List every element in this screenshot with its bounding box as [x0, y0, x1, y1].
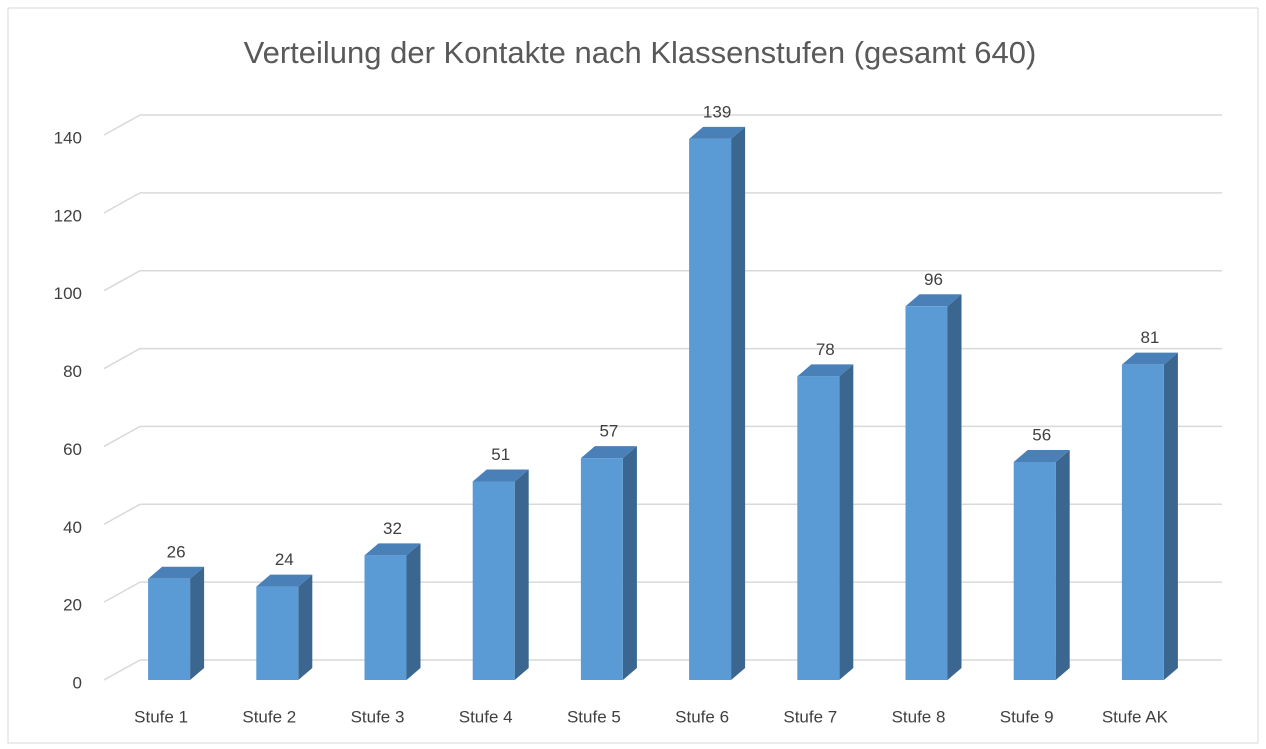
bar-top: [905, 294, 962, 307]
bar-front: [472, 481, 515, 680]
y-tick-label: 80: [63, 362, 82, 381]
chart-title: Verteilung der Kontakte nach Klassenstuf…: [244, 35, 1037, 70]
bar-front: [256, 586, 299, 680]
bar: [256, 574, 313, 680]
bar-front: [364, 555, 407, 680]
bar-side: [1163, 352, 1178, 680]
grid-line: [103, 114, 141, 136]
x-tick-label: Stufe 8: [892, 707, 946, 726]
bar-side: [298, 574, 313, 680]
bar-top: [472, 469, 529, 482]
bar-side: [947, 294, 962, 680]
bar-top: [256, 574, 313, 587]
bar-top: [580, 446, 637, 459]
bar: [472, 469, 529, 680]
y-tick-label: 100: [54, 284, 82, 303]
bar-side: [514, 469, 529, 680]
y-tick-label: 60: [63, 440, 82, 459]
bar: [1013, 450, 1070, 680]
x-tick-label: Stufe 7: [783, 707, 837, 726]
bar: [580, 446, 637, 680]
grid-line: [103, 347, 141, 370]
y-tick-label: 120: [54, 206, 82, 225]
data-label: 24: [275, 550, 294, 569]
bar-top: [797, 364, 854, 377]
x-tick-label: Stufe 9: [1000, 707, 1054, 726]
bar-front: [1013, 462, 1056, 680]
bar-side: [622, 446, 637, 680]
bar-side: [839, 364, 854, 680]
bar: [1121, 352, 1178, 680]
y-tick-label: 20: [63, 596, 82, 615]
y-tick-label: 140: [54, 128, 82, 147]
bar-top: [364, 543, 421, 556]
y-tick-label: 40: [63, 518, 82, 537]
data-label: 51: [491, 445, 510, 464]
grid-line: [103, 503, 141, 525]
data-label: 78: [816, 340, 835, 359]
bar-front: [797, 376, 840, 680]
x-tick-label: Stufe AK: [1102, 707, 1169, 726]
bar-top: [1013, 450, 1070, 462]
x-tick-label: Stufe 1: [134, 707, 188, 726]
data-label: 32: [383, 519, 402, 538]
x-tick-label: Stufe 6: [675, 707, 729, 726]
grid-line: [103, 659, 141, 681]
bar: [905, 294, 962, 680]
data-label: 56: [1032, 425, 1051, 444]
data-label: 96: [924, 270, 943, 289]
y-tick-label: 0: [73, 673, 82, 692]
data-label: 57: [599, 422, 618, 441]
bar-side: [1055, 450, 1070, 680]
data-label: 139: [703, 102, 731, 121]
grid-line: [103, 425, 141, 448]
grid-line: [103, 270, 141, 292]
bar: [797, 364, 854, 680]
bar-front: [1121, 364, 1164, 680]
bar-side: [731, 126, 746, 680]
bar: [364, 543, 421, 680]
x-tick-label: Stufe 5: [567, 707, 621, 726]
grid-line: [103, 192, 141, 214]
bar-front: [689, 138, 732, 681]
bar-front: [148, 578, 191, 680]
bar-side: [190, 566, 205, 680]
x-tick-label: Stufe 3: [351, 707, 405, 726]
bar: [689, 126, 746, 681]
bar-front: [580, 458, 623, 680]
bar-front: [905, 306, 948, 680]
data-label: 26: [167, 542, 186, 561]
bar-side: [406, 543, 421, 680]
x-tick-label: Stufe 4: [459, 707, 513, 726]
x-tick-label: Stufe 2: [242, 707, 296, 726]
bar-top: [148, 566, 205, 579]
bar-top: [1121, 352, 1178, 365]
bar: [148, 566, 205, 680]
bar-top: [689, 126, 746, 139]
data-label: 81: [1140, 328, 1159, 347]
grid-line: [103, 581, 141, 603]
